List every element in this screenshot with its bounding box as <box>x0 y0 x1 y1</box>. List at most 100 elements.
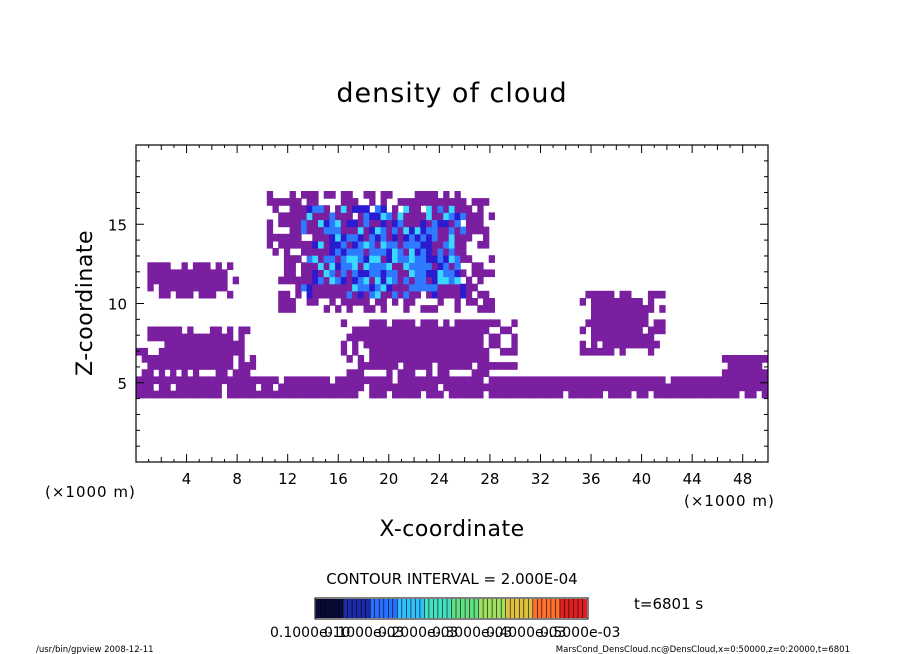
heatmap-cell <box>244 376 251 385</box>
colorbar-stripe <box>392 599 398 618</box>
heatmap-cell <box>596 376 603 385</box>
heatmap-cell <box>232 383 239 392</box>
heatmap-cell <box>443 191 450 199</box>
heatmap-cell <box>386 333 393 342</box>
heatmap-cell <box>403 355 410 363</box>
heatmap-cell <box>460 269 467 278</box>
colorbar-frame <box>314 597 589 620</box>
heatmap-cell <box>278 305 285 313</box>
heatmap-cell <box>483 319 490 328</box>
heatmap-cell <box>431 326 439 335</box>
heatmap-cell <box>386 255 393 263</box>
heatmap-cell <box>357 333 365 342</box>
colorbar-stripe <box>465 599 470 618</box>
heatmap-cell <box>312 248 319 256</box>
heatmap-cell <box>477 290 484 299</box>
heatmap-cell <box>357 362 365 370</box>
heatmap-cell <box>386 326 393 335</box>
heatmap-cell <box>403 262 410 270</box>
heatmap-cell <box>386 362 393 370</box>
heatmap-cell <box>158 290 166 299</box>
heatmap-cell <box>409 255 416 263</box>
heatmap-cell <box>591 326 598 335</box>
heatmap-cell <box>164 333 171 342</box>
heatmap-cell <box>335 226 342 235</box>
heatmap-cell <box>392 233 399 242</box>
heatmap-cell <box>187 383 194 392</box>
heatmap-cell <box>477 383 484 392</box>
heatmap-cell <box>517 383 524 392</box>
heatmap-cell <box>198 383 205 392</box>
heatmap-cell <box>409 355 416 363</box>
heatmap-cell <box>483 290 490 299</box>
heatmap-cell <box>642 312 649 320</box>
heatmap-cell <box>141 390 148 399</box>
heatmap-cell <box>340 248 348 256</box>
heatmap-cell <box>625 312 632 320</box>
heatmap-cell <box>460 390 467 399</box>
heatmap-cell <box>477 333 484 342</box>
heatmap-cell <box>175 283 183 292</box>
heatmap-cell <box>574 376 581 385</box>
heatmap-cell <box>471 212 478 221</box>
colorbar-stripe <box>401 599 407 618</box>
heatmap-cell <box>454 383 461 392</box>
heatmap-cell <box>357 376 365 385</box>
heatmap-cell <box>346 248 353 256</box>
heatmap-cell <box>454 355 461 363</box>
heatmap-cell <box>693 383 700 392</box>
x-tick-label: 24 <box>430 470 449 488</box>
heatmap-cell <box>340 390 348 399</box>
heatmap-cell <box>198 390 205 399</box>
heatmap-cell <box>192 340 200 349</box>
heatmap-cell <box>187 347 194 356</box>
heatmap-cell <box>369 226 376 235</box>
colorbar-stripe <box>406 599 411 618</box>
heatmap-cell <box>397 248 404 256</box>
heatmap-cell <box>306 269 313 278</box>
heatmap-cell <box>727 390 734 399</box>
heatmap-cell <box>454 340 461 349</box>
heatmap-cell <box>585 376 592 385</box>
heatmap-cell <box>289 383 296 392</box>
heatmap-cell <box>380 226 387 235</box>
heatmap-cell <box>494 376 501 385</box>
x-tick-label: 28 <box>480 470 499 488</box>
heatmap-cell <box>591 376 598 385</box>
heatmap-cell <box>357 226 365 235</box>
colorbar-stripe <box>433 599 438 618</box>
heatmap-cell <box>380 248 387 256</box>
heatmap-cell <box>596 290 603 299</box>
heatmap-cell <box>420 383 427 392</box>
heatmap-cell <box>221 269 228 278</box>
heatmap-cell <box>392 355 399 363</box>
heatmap-cell <box>340 198 348 206</box>
heatmap-cell <box>659 383 666 392</box>
heatmap-cell <box>642 333 649 342</box>
heatmap-cell <box>329 269 336 278</box>
heatmap-cell <box>494 362 501 370</box>
heatmap-cell <box>164 276 171 285</box>
heatmap-cell <box>443 369 450 377</box>
heatmap-cell <box>357 383 365 392</box>
heatmap-cell <box>346 198 353 206</box>
heatmap-cell <box>238 340 245 349</box>
heatmap-cell <box>204 355 211 363</box>
heatmap-cell <box>318 290 325 299</box>
heatmap-cell <box>363 298 370 306</box>
heatmap-cell <box>164 355 171 363</box>
heatmap-cell <box>539 390 547 399</box>
heatmap-cell <box>409 198 416 206</box>
heatmap-cell <box>613 326 621 335</box>
heatmap-cell <box>545 376 552 385</box>
heatmap-cell <box>727 383 734 392</box>
heatmap-cell <box>340 276 348 285</box>
heatmap-cell <box>352 340 359 349</box>
heatmap-cell <box>374 390 382 399</box>
heatmap-cell <box>591 340 598 349</box>
heatmap-cell <box>687 390 694 399</box>
heatmap-cell <box>204 340 211 349</box>
heatmap-cell <box>596 347 603 356</box>
colorbar-stripe <box>383 599 389 618</box>
heatmap-cell <box>175 333 183 342</box>
